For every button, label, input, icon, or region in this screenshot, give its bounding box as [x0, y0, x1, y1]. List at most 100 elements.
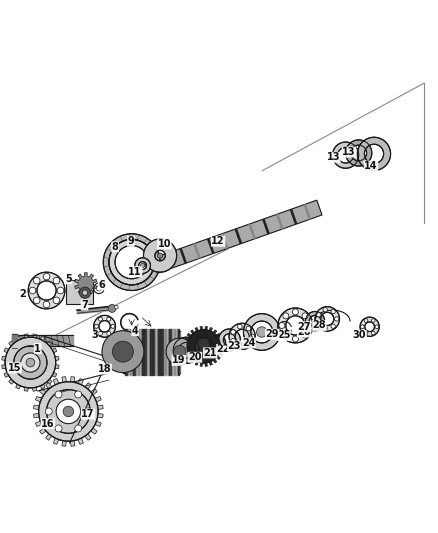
Circle shape	[364, 319, 368, 322]
Polygon shape	[152, 258, 159, 273]
Polygon shape	[184, 326, 224, 366]
Circle shape	[246, 326, 251, 331]
Text: 27: 27	[297, 322, 311, 332]
PathPatch shape	[315, 306, 339, 331]
Circle shape	[375, 325, 379, 328]
Circle shape	[302, 332, 308, 338]
FancyBboxPatch shape	[66, 280, 93, 304]
Circle shape	[279, 322, 285, 328]
Circle shape	[96, 286, 102, 291]
Polygon shape	[262, 219, 270, 235]
Circle shape	[94, 324, 98, 328]
Text: 11: 11	[128, 266, 142, 277]
Circle shape	[107, 332, 111, 335]
Circle shape	[364, 331, 368, 335]
Text: 18: 18	[98, 364, 111, 374]
Text: 17: 17	[81, 409, 95, 419]
Text: 24: 24	[242, 338, 255, 348]
Polygon shape	[166, 253, 173, 269]
Circle shape	[166, 338, 193, 365]
PathPatch shape	[103, 234, 160, 290]
Circle shape	[317, 313, 321, 317]
Text: 20: 20	[188, 352, 202, 362]
Polygon shape	[290, 209, 297, 224]
Text: 14: 14	[364, 161, 378, 171]
Circle shape	[33, 297, 40, 304]
Circle shape	[302, 313, 308, 319]
Text: 5: 5	[65, 274, 72, 284]
Circle shape	[63, 406, 74, 417]
Text: 4: 4	[132, 326, 138, 336]
Circle shape	[360, 325, 364, 328]
PathPatch shape	[173, 337, 199, 364]
Polygon shape	[75, 273, 97, 295]
Circle shape	[331, 309, 336, 314]
Circle shape	[237, 324, 242, 329]
Text: 13: 13	[327, 152, 340, 163]
Circle shape	[29, 287, 36, 294]
Circle shape	[43, 273, 50, 280]
Circle shape	[306, 322, 312, 328]
Circle shape	[33, 277, 40, 284]
Text: 13: 13	[343, 147, 356, 157]
PathPatch shape	[135, 258, 150, 273]
Circle shape	[21, 353, 40, 372]
Text: 25: 25	[277, 330, 290, 341]
Text: 7: 7	[81, 300, 88, 310]
Circle shape	[99, 317, 102, 321]
Text: 3: 3	[91, 330, 98, 341]
PathPatch shape	[357, 138, 391, 171]
Circle shape	[55, 425, 62, 432]
Circle shape	[53, 297, 60, 304]
Text: 21: 21	[204, 348, 217, 358]
PathPatch shape	[332, 142, 359, 168]
Text: 23: 23	[227, 341, 241, 351]
PathPatch shape	[187, 330, 220, 363]
Circle shape	[75, 425, 81, 432]
Circle shape	[107, 317, 111, 321]
PathPatch shape	[229, 323, 255, 350]
Circle shape	[113, 341, 134, 362]
Circle shape	[335, 317, 339, 321]
Text: 22: 22	[217, 344, 230, 354]
Circle shape	[371, 331, 375, 335]
Circle shape	[99, 332, 102, 335]
Circle shape	[283, 313, 289, 319]
Text: 10: 10	[158, 239, 171, 249]
Circle shape	[293, 309, 298, 315]
PathPatch shape	[144, 239, 177, 272]
Circle shape	[173, 345, 186, 358]
Circle shape	[371, 319, 375, 322]
Text: 9: 9	[127, 236, 134, 246]
Text: 12: 12	[212, 236, 225, 246]
Polygon shape	[221, 233, 229, 249]
Polygon shape	[145, 200, 322, 276]
Text: 2: 2	[19, 288, 26, 298]
Circle shape	[79, 287, 91, 298]
Circle shape	[246, 342, 251, 346]
Circle shape	[157, 253, 162, 258]
Circle shape	[257, 327, 267, 337]
Circle shape	[102, 330, 144, 373]
Circle shape	[231, 338, 235, 343]
PathPatch shape	[360, 317, 379, 336]
Circle shape	[57, 287, 64, 294]
Circle shape	[115, 305, 118, 309]
Circle shape	[283, 332, 289, 338]
Circle shape	[55, 391, 62, 398]
Text: 26: 26	[297, 327, 311, 337]
Circle shape	[237, 344, 242, 349]
Circle shape	[111, 324, 115, 328]
Circle shape	[323, 308, 327, 312]
Circle shape	[141, 263, 145, 268]
PathPatch shape	[94, 316, 116, 337]
Text: 19: 19	[172, 356, 186, 365]
Text: 28: 28	[313, 320, 326, 330]
Circle shape	[56, 399, 81, 424]
Polygon shape	[234, 229, 242, 244]
Polygon shape	[207, 238, 215, 254]
Circle shape	[26, 358, 35, 367]
Circle shape	[53, 277, 60, 284]
Circle shape	[85, 408, 92, 415]
Circle shape	[331, 324, 336, 328]
